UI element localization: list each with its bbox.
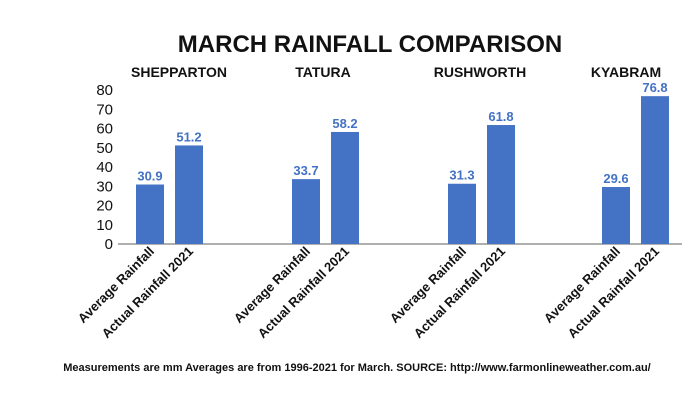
y-tick-label: 40	[96, 159, 113, 176]
bar	[487, 125, 515, 244]
group-label: KYABRAM	[591, 64, 661, 80]
group-label: TATURA	[295, 64, 350, 80]
y-tick-label: 60	[96, 121, 113, 138]
value-label: 33.7	[293, 163, 318, 178]
value-label: 51.2	[176, 129, 201, 144]
value-label: 29.6	[603, 171, 628, 186]
bar	[136, 184, 164, 244]
group-label: RUSHWORTH	[434, 64, 527, 80]
y-axis: 0 10 20 30 40 50 60 70 80	[96, 82, 682, 253]
bar	[641, 96, 669, 244]
bar	[448, 183, 476, 244]
value-label: 61.8	[488, 109, 513, 124]
chart-title: MARCH RAINFALL COMPARISON	[178, 31, 562, 58]
bar	[602, 187, 630, 244]
y-tick-label: 0	[105, 236, 113, 253]
value-label: 58.2	[332, 116, 357, 131]
bar	[292, 179, 320, 244]
bar	[175, 145, 203, 244]
group-labels: SHEPPARTON TATURA RUSHWORTH KYABRAM	[131, 64, 661, 80]
y-tick-label: 70	[96, 101, 113, 118]
value-label: 76.8	[642, 80, 667, 95]
y-tick-label: 50	[96, 140, 113, 157]
value-label: 30.9	[137, 169, 162, 184]
value-label: 31.3	[449, 168, 474, 183]
footnote: Measurements are mm Averages are from 19…	[63, 362, 650, 374]
y-tick-label: 20	[96, 198, 113, 215]
y-tick-label: 30	[96, 178, 113, 195]
group-label: SHEPPARTON	[131, 64, 227, 80]
y-tick-label: 80	[96, 82, 113, 99]
y-tick-label: 10	[96, 217, 113, 234]
bar	[331, 131, 359, 244]
